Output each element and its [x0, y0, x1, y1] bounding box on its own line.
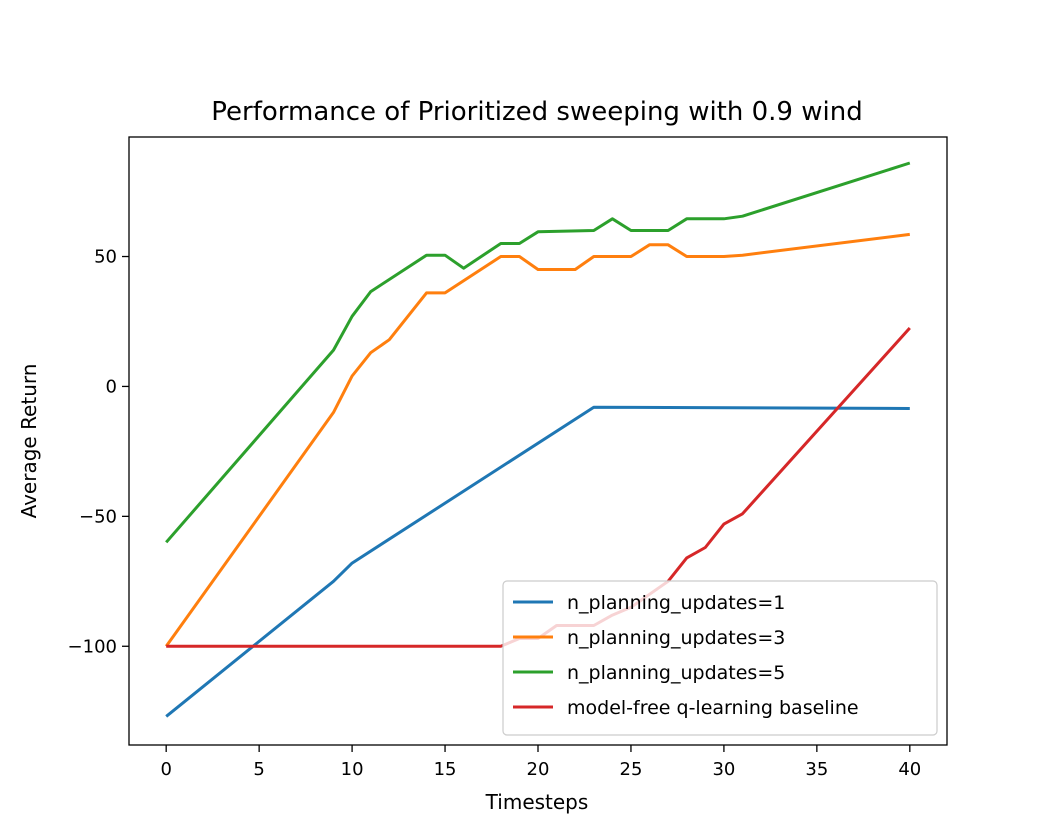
x-tick-label: 25 [620, 759, 643, 780]
x-tick-label: 35 [805, 759, 828, 780]
x-tick-label: 0 [160, 759, 171, 780]
x-tick-label: 5 [253, 759, 264, 780]
legend-box [502, 580, 938, 736]
y-tick-label: −100 [68, 636, 117, 657]
legend-label-4: model-free q-learning baseline [567, 697, 859, 719]
y-axis-label: Average Return [17, 364, 41, 519]
x-tick-label: 15 [434, 759, 457, 780]
series-line-3 [165, 161, 911, 544]
legend-label-1: n_planning_updates=1 [567, 592, 785, 614]
plot-frame [128, 136, 948, 746]
series-line-2 [164, 232, 910, 648]
ticks-group: 0 5 10 15 20 25 30 35 40 −100 −50 0 50 [68, 247, 922, 780]
chart-title: Performance of Prioritized sweeping with… [211, 97, 862, 127]
y-tick-label: 0 [106, 376, 117, 397]
y-tick-label: −50 [79, 506, 117, 527]
x-axis-label: Timesteps [485, 790, 589, 814]
x-tick-label: 20 [527, 759, 550, 780]
x-tick-label: 30 [712, 759, 735, 780]
legend: n_planning_updates=1 n_planning_updates=3… [502, 580, 938, 736]
series-line-1 [165, 405, 910, 718]
x-tick-label: 10 [341, 759, 364, 780]
legend-label-3: n_planning_updates=5 [567, 662, 785, 684]
x-tick-label: 40 [898, 759, 921, 780]
y-tick-label: 50 [94, 247, 117, 268]
legend-label-2: n_planning_updates=3 [567, 627, 785, 649]
